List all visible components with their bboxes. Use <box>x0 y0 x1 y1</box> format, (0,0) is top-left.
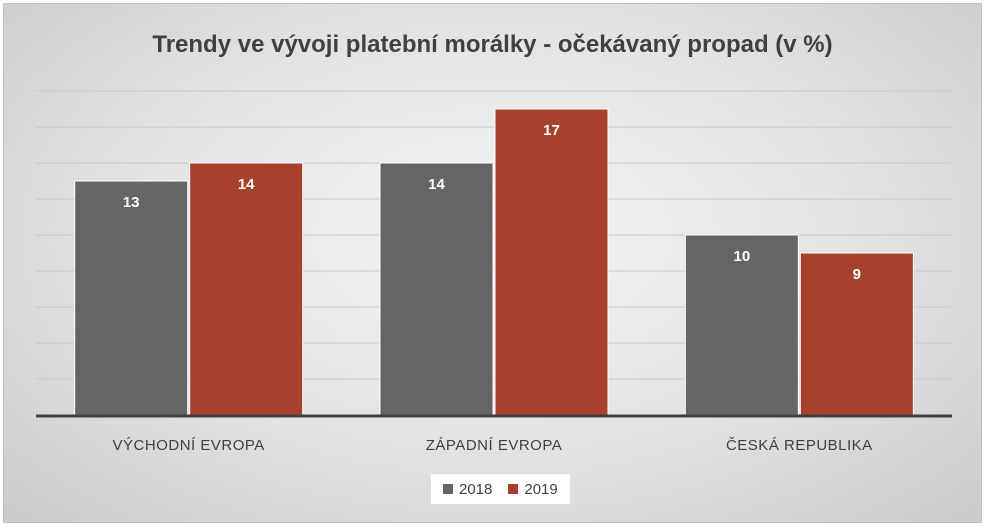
category-label: VÝCHODNÍ EVROPA <box>113 437 265 454</box>
bar-2019-1 <box>494 108 609 416</box>
legend: 2018 2019 <box>431 474 570 504</box>
data-label: 13 <box>123 194 140 211</box>
category-label: ČESKÁ REPUBLIKA <box>726 437 873 454</box>
data-label: 14 <box>238 176 255 193</box>
bar-2019-0 <box>189 162 304 416</box>
bar-2018-1 <box>379 162 494 416</box>
data-label: 10 <box>733 248 750 265</box>
legend-item-2018: 2018 <box>443 481 492 498</box>
category-label: ZÁPADNÍ EVROPA <box>426 437 562 454</box>
bar-2018-2 <box>684 234 799 416</box>
legend-swatch <box>443 484 453 494</box>
chart-area: Trendy ve vývoji platební morálky - oček… <box>3 3 982 523</box>
legend-item-2019: 2019 <box>508 480 558 498</box>
legend-swatch <box>508 484 519 494</box>
bar-2019-2 <box>799 252 914 416</box>
data-label: 9 <box>853 266 861 283</box>
data-label: 17 <box>543 122 560 139</box>
data-label: 14 <box>428 176 445 193</box>
plot-area: 13 14 VÝCHODNÍ EVROPA 14 17 ZÁPADNÍ EVROPA 10 9… <box>36 90 952 454</box>
bar-2018-0 <box>74 180 189 416</box>
chart-title: Trendy ve vývoji platební morálky - oček… <box>152 31 833 58</box>
legend-label: 2018 <box>459 480 493 498</box>
legend-label: 2019 <box>524 480 558 498</box>
